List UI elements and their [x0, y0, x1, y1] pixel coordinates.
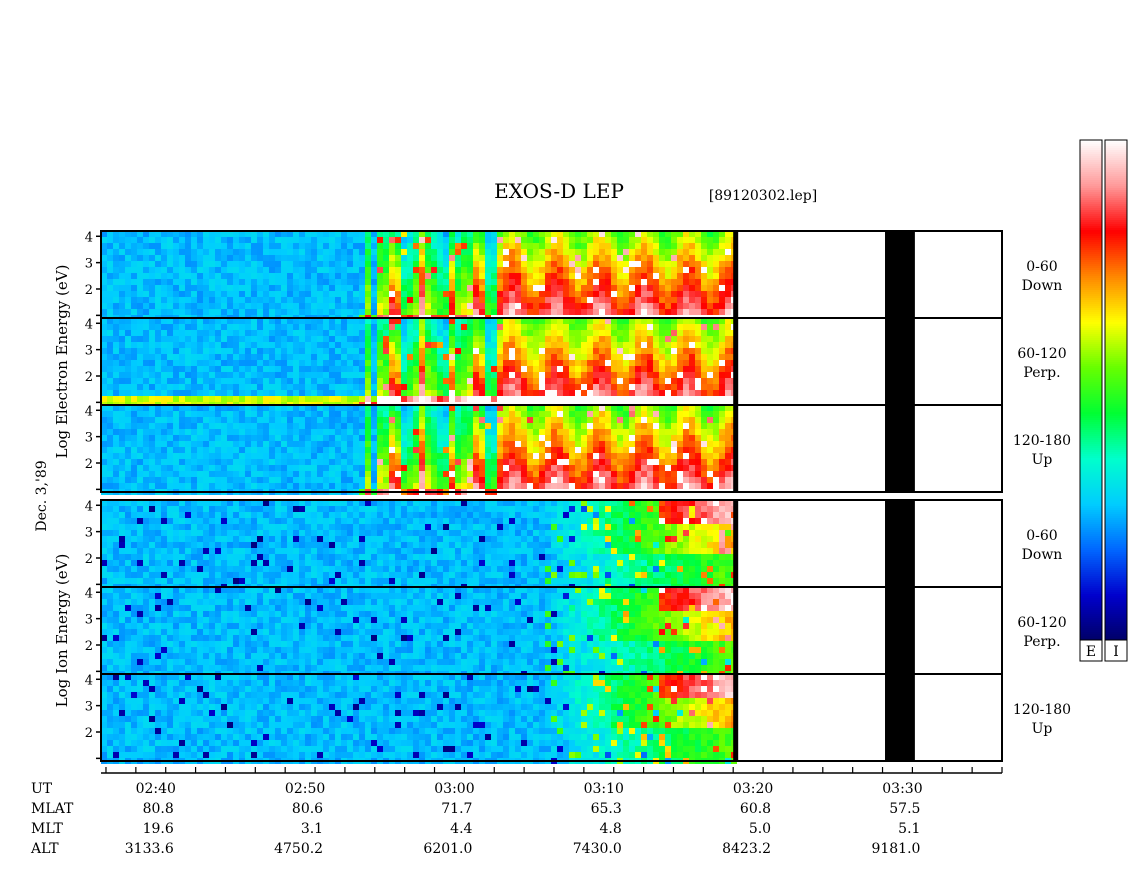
chart-title: EXOS-D LEP	[494, 179, 624, 203]
y-tick-label: 3	[85, 257, 93, 272]
y-tick-label: 4	[85, 673, 93, 688]
panel-label: Perp.	[1023, 365, 1060, 381]
ephemeris-mlat-value: 60.8	[740, 801, 771, 817]
y-tick-label: 2	[85, 457, 93, 472]
data-gap	[885, 318, 915, 405]
ephemeris-mlat-value: 71.7	[441, 801, 472, 817]
ephemeris-alt-value: 3133.6	[125, 841, 174, 857]
panel-e-perp: 2 3 4 60-120 Perp.	[85, 317, 1067, 408]
ephemeris-row-label: MLAT	[31, 801, 74, 817]
data-gap	[885, 674, 915, 761]
ephemeris-mlat-value: 65.3	[591, 801, 622, 817]
ephemeris-alt-value: 9181.0	[871, 841, 920, 857]
panel-i-perp: 2 3 4 60-120 Perp.	[85, 586, 1067, 677]
panel-e-up: 2 3 4 120-180 Up	[85, 404, 1071, 495]
panel-label: Down	[1022, 278, 1063, 294]
data-gap	[885, 231, 915, 318]
y-tick-label: 2	[85, 552, 93, 567]
ephemeris-ut-value: 03:00	[434, 781, 474, 797]
ephemeris-ut-value: 03:20	[733, 781, 773, 797]
ephemeris-row-label: ALT	[30, 841, 59, 857]
ephemeris-alt-value: 6201.0	[423, 841, 472, 857]
data-gap	[885, 500, 915, 587]
panel-label: 60-120	[1017, 346, 1066, 362]
panel-label: Perp.	[1023, 634, 1060, 650]
colorbar-label: E	[1086, 644, 1096, 660]
panel-i-down: 2 3 4 0-60 Down	[85, 499, 1063, 590]
y-tick-label: 3	[85, 526, 93, 541]
panel-label: 0-60	[1026, 259, 1057, 275]
ephemeris-mlt-value: 5.1	[898, 821, 920, 837]
y-tick-label: 4	[85, 230, 93, 245]
y-tick-label: 2	[85, 283, 93, 298]
ephemeris-mlt-value: 5.0	[749, 821, 771, 837]
ephemeris-mlat-value: 80.6	[292, 801, 323, 817]
y-tick-label: 4	[85, 499, 93, 514]
colorbar-label: I	[1113, 644, 1119, 660]
panel-label: Up	[1032, 452, 1053, 468]
ephemeris-ut-value: 02:50	[285, 781, 325, 797]
ephemeris-mlt-value: 3.1	[301, 821, 323, 837]
panel-label: 120-180	[1013, 433, 1071, 449]
panel-label: Down	[1022, 547, 1063, 563]
panel-label: 0-60	[1026, 528, 1057, 544]
y-tick-label: 2	[85, 370, 93, 385]
y-tick-label: 3	[85, 700, 93, 715]
y-axis-label: Log Electron Energy (eV)	[53, 265, 71, 459]
panel-label: 60-120	[1017, 615, 1066, 631]
ephemeris-ut-value: 02:40	[136, 781, 176, 797]
ephemeris-row-label: MLT	[31, 821, 63, 837]
ephemeris-ut-value: 03:10	[584, 781, 624, 797]
ephemeris-mlt-value: 4.8	[600, 821, 622, 837]
ephemeris-alt-value: 8423.2	[722, 841, 771, 857]
panel-label: Up	[1032, 721, 1053, 737]
ephemeris-mlat-value: 57.5	[889, 801, 920, 817]
y-tick-label: 3	[85, 613, 93, 628]
ephemeris-alt-value: 4750.2	[274, 841, 323, 857]
ephemeris-row-label: UT	[31, 781, 53, 797]
data-gap	[885, 405, 915, 492]
y-tick-label: 4	[85, 317, 93, 332]
date-label: Dec. 3,'89	[34, 460, 50, 531]
ephemeris-ut-value: 03:30	[882, 781, 922, 797]
y-tick-label: 3	[85, 344, 93, 359]
ephemeris-alt-value: 7430.0	[573, 841, 622, 857]
y-tick-label: 4	[85, 586, 93, 601]
panel-label: 120-180	[1013, 702, 1071, 718]
ephemeris-mlat-value: 80.8	[143, 801, 174, 817]
colorbar-I: I	[1105, 140, 1127, 661]
data-gap	[885, 587, 915, 674]
y-tick-label: 3	[85, 431, 93, 446]
colorbar-E: E	[1080, 140, 1102, 661]
panel-i-up: 2 3 4 120-180 Up	[85, 673, 1071, 764]
y-tick-label: 2	[85, 639, 93, 654]
ephemeris-mlt-value: 19.6	[143, 821, 174, 837]
y-tick-label: 4	[85, 404, 93, 419]
y-tick-label: 2	[85, 726, 93, 741]
file-label: [89120302.lep]	[709, 188, 817, 204]
panel-e-down: 2 3 4 0-60 Down	[85, 230, 1063, 321]
y-axis-label: Log Ion Energy (eV)	[53, 554, 71, 708]
ephemeris-mlt-value: 4.4	[450, 821, 472, 837]
